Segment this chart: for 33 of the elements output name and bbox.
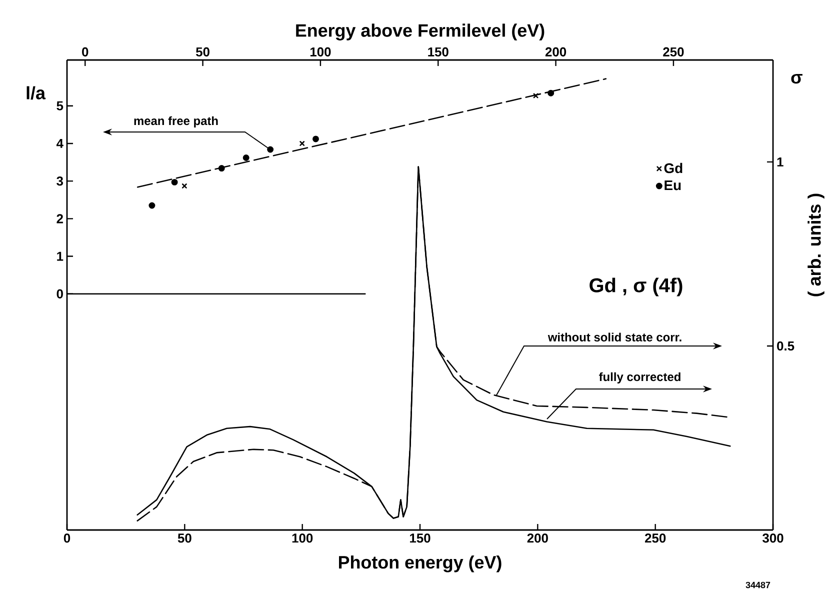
x-tick-label: 300: [762, 534, 784, 543]
x2-tick-label: 100: [310, 47, 331, 56]
y-tick-label: 1: [57, 252, 64, 261]
y-tick-label: 5: [56, 101, 64, 110]
x-tick-label: 150: [410, 534, 430, 543]
x2-axis-title: Energy above Fermilevel (eV): [296, 24, 544, 40]
x2-tick-label: 200: [545, 47, 566, 56]
y-tick-label: 4: [56, 139, 64, 148]
annotation: fully corrected: [599, 372, 680, 384]
y-tick-label: 3: [56, 176, 64, 186]
text: 34487: [746, 582, 770, 588]
legend-label: Gd: [664, 162, 682, 174]
y-axis-title: l/a: [26, 86, 46, 100]
x2-tick-label: 150: [428, 47, 448, 56]
annotation: Gd , σ (4f): [590, 278, 682, 296]
x-tick-label: 50: [178, 534, 192, 543]
y2-tick-label: 1: [777, 157, 784, 166]
y2-tick-label: 0.5: [777, 341, 794, 351]
x2-tick-label: 250: [663, 47, 684, 56]
x-tick-label: 0: [64, 534, 70, 543]
x-tick-label: 250: [644, 534, 666, 543]
y-tick-label: 2: [56, 214, 63, 224]
y2-axis-title: σ: [791, 74, 802, 84]
x2-tick-label: 0: [82, 47, 88, 56]
x-tick-label: 100: [292, 534, 313, 543]
x2-tick-label: 50: [196, 47, 210, 56]
legend-label: Eu: [664, 180, 681, 190]
y-tick-label: 0: [56, 289, 63, 298]
annotation: without solid state corr.: [548, 332, 682, 342]
annotation: mean free path: [134, 116, 218, 128]
x-tick-label: 200: [527, 534, 548, 543]
text: ( arb. units ): [808, 194, 824, 296]
x-axis-title: Photon energy (eV): [339, 556, 502, 572]
